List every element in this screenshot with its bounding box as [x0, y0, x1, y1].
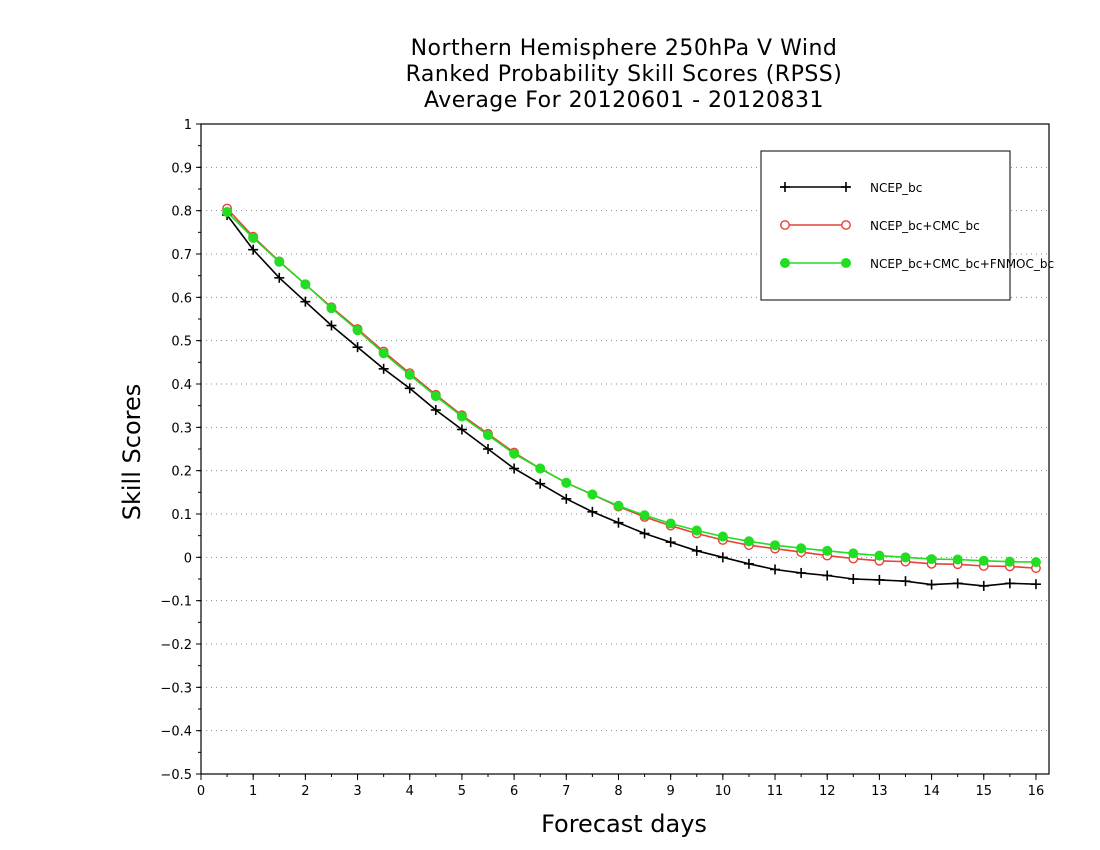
x-tick-label: 10	[715, 784, 732, 799]
data-point-2	[274, 256, 285, 267]
data-point-2	[535, 463, 546, 474]
data-point-2	[743, 536, 754, 547]
data-point-2	[691, 525, 702, 536]
x-tick-label: 2	[301, 784, 309, 799]
legend-label-2: NCEP_bc+CMC_bc+FNMOC_bc	[870, 257, 1054, 271]
data-point-2	[665, 518, 676, 529]
x-tick-label: 5	[458, 784, 466, 799]
data-point-2	[1030, 557, 1041, 568]
x-tick-label: 4	[406, 784, 414, 799]
y-tick-label: −0.2	[160, 638, 192, 653]
y-tick-label: −0.1	[160, 595, 192, 610]
legend-marker-2	[780, 258, 790, 268]
chart-title-line-1: Northern Hemisphere 250hPa V Wind	[410, 36, 838, 61]
data-point-2	[587, 489, 598, 500]
data-point-2	[326, 303, 337, 314]
y-tick-label: −0.5	[160, 768, 192, 783]
data-point-2	[300, 279, 311, 290]
y-tick-label: 0.9	[171, 161, 192, 176]
data-point-2	[483, 430, 494, 441]
axes: −0.5 −0.4 −0.3 −0.2 −0.1 0 0.1 0.2 0.3 0.4 0.5 0.6 0…	[160, 118, 1050, 799]
y-tick-label: 0.3	[171, 421, 192, 436]
data-point-2	[248, 232, 259, 243]
x-tick-label: 11	[767, 784, 784, 799]
y-tick-label: −0.3	[160, 681, 192, 696]
x-tick-label: 14	[923, 784, 940, 799]
legend-marker-2	[841, 258, 851, 268]
x-tick-label: 3	[353, 784, 361, 799]
series-layer	[222, 203, 1041, 591]
x-tick-label: 8	[614, 784, 622, 799]
legend-marker-1	[841, 220, 851, 230]
data-point-2	[613, 500, 624, 511]
data-point-2	[639, 510, 650, 521]
y-tick-label: −0.4	[160, 725, 192, 740]
data-point-2	[456, 411, 467, 422]
y-tick-label: 0.5	[171, 335, 192, 350]
x-axis-label: Forecast days	[541, 810, 707, 838]
x-tick-label: 1	[249, 784, 257, 799]
data-point-2	[822, 545, 833, 556]
x-tick-label: 16	[1028, 784, 1045, 799]
data-point-2	[404, 369, 415, 380]
data-point-2	[926, 554, 937, 565]
data-point-2	[352, 325, 363, 336]
chart-title-line-3: Average For 20120601 - 20120831	[423, 88, 825, 113]
data-point-2	[509, 448, 520, 459]
data-point-2	[378, 348, 389, 359]
data-point-2	[952, 554, 963, 565]
legend-label-1: NCEP_bc+CMC_bc	[870, 219, 980, 233]
data-point-2	[848, 548, 859, 559]
x-tick-label: 9	[667, 784, 675, 799]
x-tick-label: 15	[975, 784, 992, 799]
x-tick-label: 0	[197, 784, 205, 799]
data-point-2	[900, 552, 911, 563]
series-2	[222, 206, 1041, 568]
legend-label-0: NCEP_bc	[870, 181, 922, 195]
x-tick-label: 12	[819, 784, 836, 799]
y-tick-label: 0.8	[171, 205, 192, 220]
y-tick-label: 0	[184, 551, 192, 566]
y-tick-label: 0.6	[171, 291, 192, 306]
x-tick-label: 7	[562, 784, 570, 799]
y-tick-label: 0.1	[171, 508, 192, 523]
data-point-2	[222, 206, 233, 217]
y-tick-label: 0.7	[171, 248, 192, 263]
y-tick-label: 0.2	[171, 465, 192, 480]
chart-title-line-2: Ranked Probability Skill Scores (RPSS)	[405, 62, 843, 87]
legend: NCEP_bc NCEP_bc+CMC_bc NCEP_bc+CMC_bc+FNMO…	[760, 150, 1054, 301]
data-point-2	[796, 543, 807, 554]
y-tick-label: 1	[184, 118, 192, 133]
data-point-2	[1004, 556, 1015, 567]
data-point-2	[717, 531, 728, 542]
data-point-2	[978, 555, 989, 566]
data-point-2	[874, 550, 885, 561]
data-point-2	[770, 540, 781, 551]
x-tick-label: 6	[510, 784, 518, 799]
data-point-2	[430, 391, 441, 402]
data-point-2	[561, 477, 572, 488]
x-tick-label: 13	[871, 784, 888, 799]
legend-marker-1	[780, 220, 790, 230]
y-tick-label: 0.4	[171, 378, 192, 393]
series-0	[222, 210, 1041, 591]
